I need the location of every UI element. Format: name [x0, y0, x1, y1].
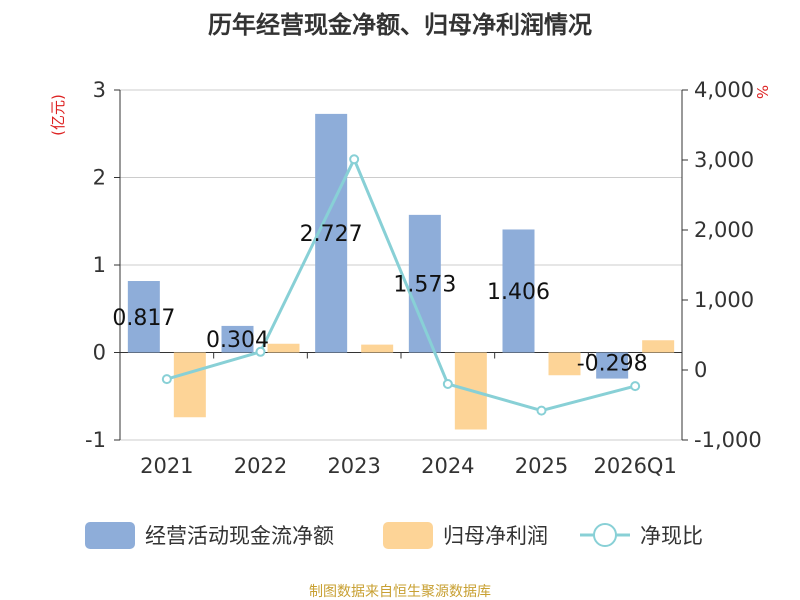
chart-title: 历年经营现金净额、归母净利润情况 [208, 11, 592, 39]
data-labels: 0.817 0.304 2.727 1.573 1.406 -0.298 [112, 222, 647, 376]
cashflow-value-label: 1.406 [487, 280, 550, 305]
ratio-point-2023 [349, 154, 360, 165]
right-tick-label: 1,000 [694, 288, 754, 312]
ratio-line [161, 154, 641, 416]
ratio-point-2026Q1 [630, 381, 641, 392]
source-footer: 制图数据来自恒生聚源数据库 [309, 584, 491, 600]
left-tick-label: 2 [93, 166, 106, 190]
cashflow-value-label: 1.573 [393, 273, 456, 298]
bar-netprofit-2021 [173, 352, 206, 418]
legend-label-netprofit: 归母净利润 [443, 524, 548, 548]
cashflow-value-label: 0.304 [206, 328, 269, 353]
ratio-point-2024 [442, 379, 453, 389]
bar-netprofit-2025 [548, 352, 581, 376]
ratio-point-2025 [536, 405, 547, 416]
cashflow-value-label: -0.298 [577, 352, 648, 377]
right-tick-label: 0 [694, 358, 707, 382]
left-tick-label: 3 [93, 78, 106, 102]
bar-cashflow-2025 [502, 229, 535, 353]
cashflow-value-label: 2.727 [300, 222, 363, 247]
x-tick-label: 2021 [140, 454, 193, 478]
legend-swatch-netprofit [383, 522, 433, 549]
right-axis-unit: % [753, 85, 771, 99]
left-tick-label: 0 [93, 341, 106, 365]
right-tick-label: 2,000 [694, 218, 754, 242]
bar-netprofit-2026Q1 [642, 340, 675, 353]
legend-swatch-ratio-marker [593, 523, 617, 547]
ratio-point-2022 [255, 346, 266, 357]
left-axis-unit: (亿元) [49, 94, 67, 136]
bar-netprofit-2022 [267, 343, 300, 353]
legend-swatch-cashflow [85, 522, 135, 549]
x-tick-label: 2024 [421, 454, 474, 478]
x-tick-label: 2026Q1 [593, 454, 676, 478]
ratio-line-path [166, 155, 636, 413]
legend-label-cashflow: 经营活动现金流净额 [145, 524, 334, 548]
bar-cashflow-2023 [315, 113, 348, 353]
x-tick-label: 2025 [515, 454, 568, 478]
legend-label-ratio: 净现比 [640, 524, 703, 548]
bar-cashflow-2022 [221, 325, 254, 353]
right-tick-label: -1,000 [694, 428, 762, 452]
bar-cashflow-2026Q1 [596, 352, 629, 379]
grid-lines [120, 89, 682, 441]
bar-netprofit-2023 [361, 344, 394, 353]
right-tick-label: 3,000 [694, 148, 754, 172]
left-tick-label: -1 [85, 428, 106, 452]
axes: 3 2 1 0 -1 4,000 3,000 2,000 1,000 0 -1,000 2021 202… [85, 78, 762, 478]
x-tick-label: 2023 [327, 454, 380, 478]
left-tick-label: 1 [93, 253, 106, 277]
bar-cashflow-2021 [127, 281, 160, 353]
ratio-point-2021 [161, 374, 172, 385]
x-tick-label: 2022 [234, 454, 287, 478]
legend: 经营活动现金流净额 归母净利润 净现比 [85, 522, 703, 549]
cashflow-value-label: 0.817 [112, 306, 175, 331]
right-tick-label: 4,000 [694, 78, 754, 102]
